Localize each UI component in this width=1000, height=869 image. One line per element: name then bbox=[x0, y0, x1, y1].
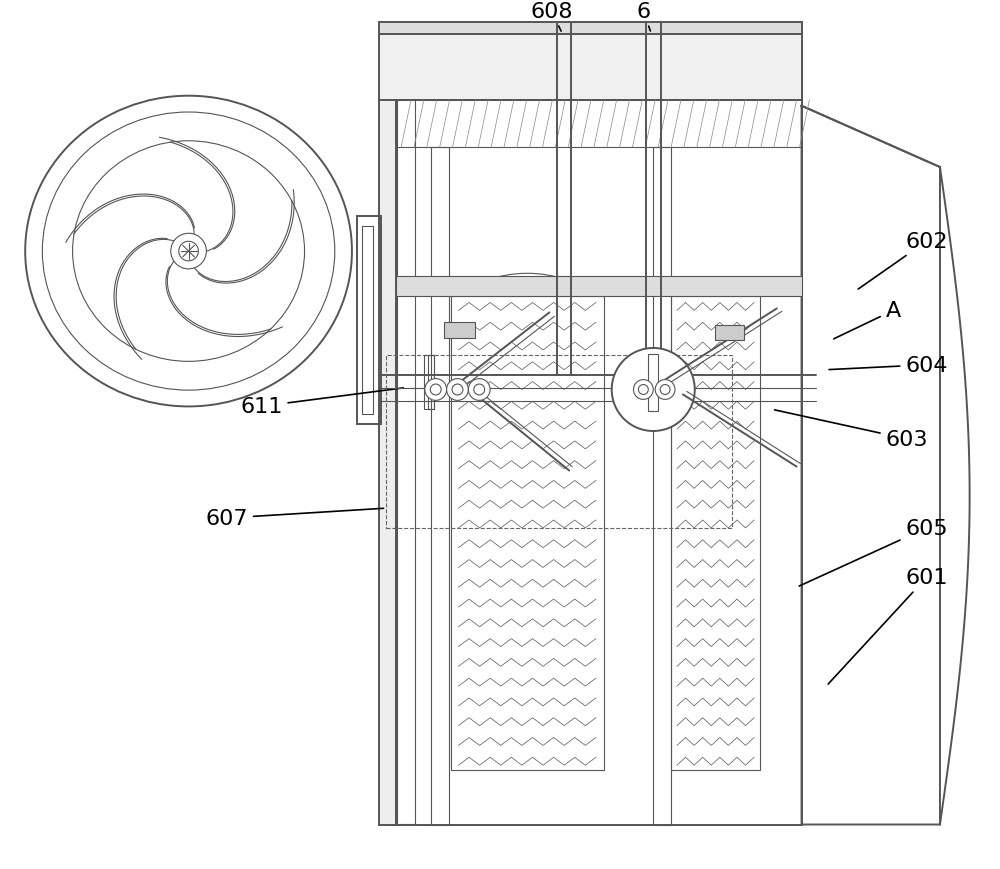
Bar bbox=[379, 35, 802, 101]
Bar bbox=[396, 276, 802, 296]
Bar bbox=[648, 355, 658, 412]
Bar bbox=[396, 99, 802, 825]
Bar bbox=[397, 100, 415, 824]
Bar bbox=[715, 326, 744, 341]
Text: 608: 608 bbox=[530, 2, 573, 32]
Bar bbox=[444, 323, 475, 339]
Circle shape bbox=[430, 385, 441, 395]
Text: 601: 601 bbox=[828, 567, 948, 684]
Bar bbox=[424, 355, 434, 410]
Bar bbox=[653, 148, 671, 825]
Text: 602: 602 bbox=[858, 232, 948, 289]
Bar bbox=[451, 296, 604, 770]
Bar bbox=[671, 296, 760, 770]
Circle shape bbox=[660, 385, 670, 395]
Text: 604: 604 bbox=[829, 355, 948, 375]
Circle shape bbox=[638, 385, 648, 395]
Text: 605: 605 bbox=[799, 518, 948, 587]
Ellipse shape bbox=[73, 142, 305, 362]
Ellipse shape bbox=[25, 96, 352, 407]
Text: 6: 6 bbox=[636, 2, 650, 32]
Bar bbox=[431, 148, 449, 825]
Circle shape bbox=[452, 385, 463, 395]
Bar bbox=[379, 99, 397, 825]
Circle shape bbox=[171, 234, 206, 269]
Bar bbox=[386, 355, 732, 528]
Ellipse shape bbox=[42, 113, 335, 391]
Circle shape bbox=[655, 380, 675, 400]
Text: A: A bbox=[834, 301, 901, 340]
Circle shape bbox=[425, 379, 447, 401]
Circle shape bbox=[612, 348, 695, 432]
Bar bbox=[357, 217, 381, 425]
Text: 607: 607 bbox=[205, 508, 384, 528]
Circle shape bbox=[468, 379, 490, 401]
Polygon shape bbox=[802, 107, 940, 825]
Bar bbox=[428, 355, 434, 410]
Bar bbox=[379, 23, 802, 35]
Circle shape bbox=[447, 379, 468, 401]
Circle shape bbox=[633, 380, 653, 400]
Bar bbox=[362, 227, 373, 415]
Circle shape bbox=[179, 242, 198, 262]
Text: 611: 611 bbox=[240, 388, 403, 417]
Circle shape bbox=[474, 385, 485, 395]
Text: 603: 603 bbox=[775, 410, 928, 449]
